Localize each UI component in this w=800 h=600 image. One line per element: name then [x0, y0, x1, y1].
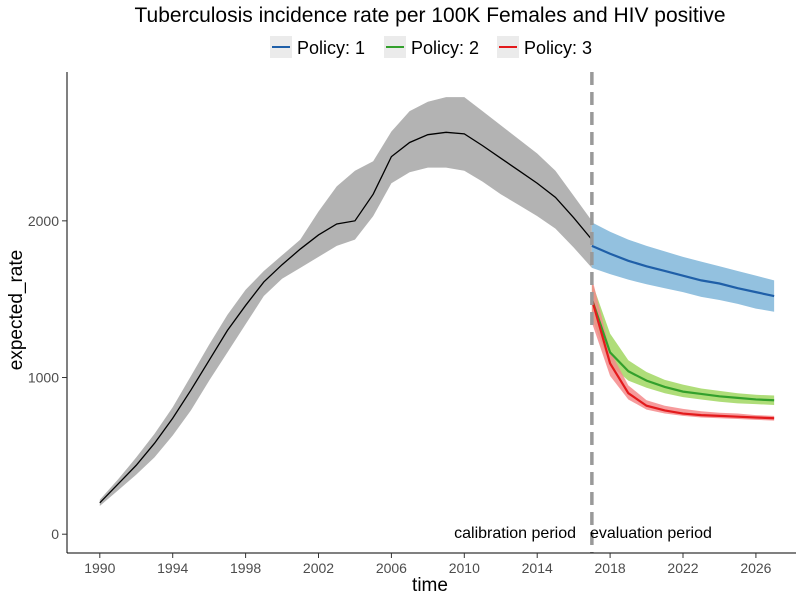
band-calibration [99, 97, 592, 506]
line-policy-3 [590, 298, 775, 420]
x-tick-label: 2010 [449, 560, 480, 576]
legend: Policy: 1 Policy: 2 Policy: 3 [270, 36, 592, 58]
annotation-evaluation-period: evaluation period [590, 525, 712, 542]
plot-area [99, 72, 775, 553]
y-axis-label: expected_rate [6, 250, 27, 370]
x-tick-label: 2006 [376, 560, 407, 576]
x-tick-label: 1994 [157, 560, 188, 576]
line-calibration [99, 131, 593, 504]
chart-title: Tuberculosis incidence rate per 100K Fem… [134, 4, 725, 27]
legend-label-policy-3: Policy: 3 [524, 38, 592, 58]
y-tick-label: 1000 [28, 370, 59, 386]
x-tick-label: 1998 [230, 560, 261, 576]
annotation-calibration-period: calibration period [454, 525, 576, 542]
legend-label-policy-2: Policy: 2 [411, 38, 479, 58]
x-tick-label: 2002 [303, 560, 334, 576]
axes: 1990 1994 1998 2002 2006 2010 2014 2018 2022 2026… [28, 72, 796, 576]
band-policy-1 [591, 222, 775, 312]
x-tick-label: 1990 [84, 560, 115, 576]
x-tick-label: 2014 [522, 560, 553, 576]
x-tick-label: 2022 [667, 560, 698, 576]
line-policy-2 [590, 298, 775, 402]
line-policy-1 [591, 244, 775, 298]
legend-label-policy-1: Policy: 1 [297, 38, 365, 58]
y-tick-label: 0 [51, 526, 59, 542]
x-tick-label: 2026 [740, 560, 771, 576]
x-axis-label: time [412, 575, 448, 596]
band-policy-2 [591, 281, 775, 405]
x-tick-label: 2018 [595, 560, 626, 576]
y-tick-label: 2000 [28, 213, 59, 229]
